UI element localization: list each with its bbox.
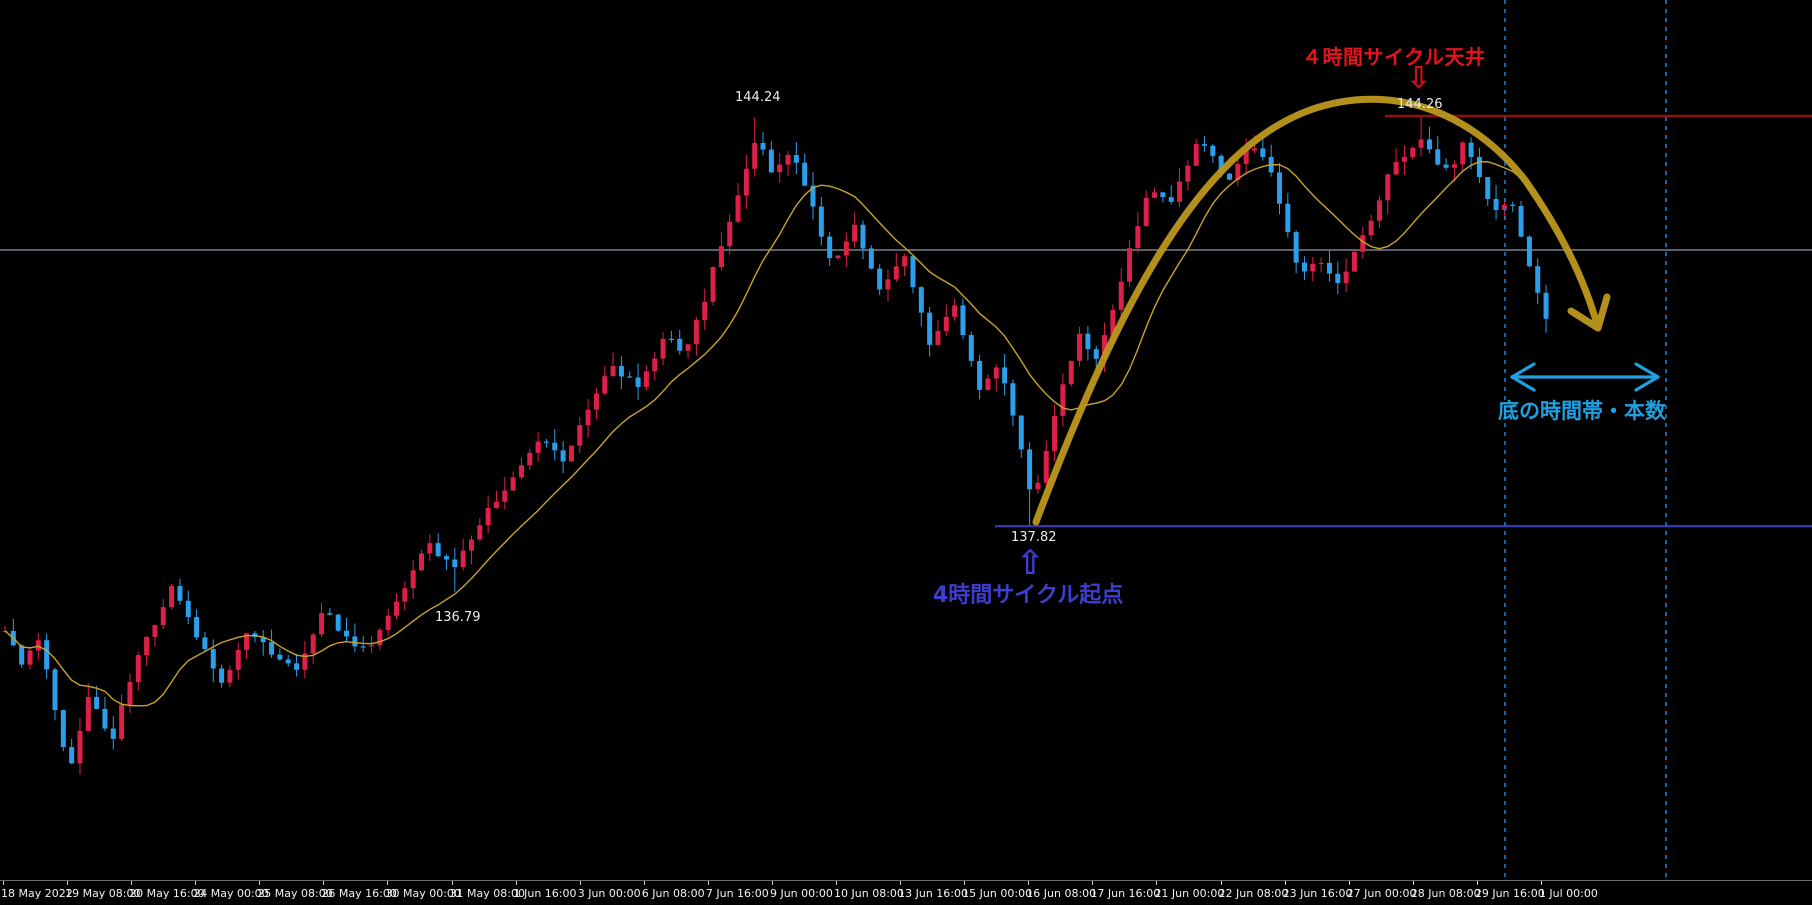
axis-tick: [900, 881, 902, 885]
axis-tick: [1220, 881, 1222, 885]
axis-label: 16 Jun 08:00: [1026, 887, 1097, 900]
up-arrow-icon[interactable]: ⇧: [1016, 543, 1045, 583]
axis-label: 25 May 08:00: [257, 887, 333, 900]
annotation-bottom-window[interactable]: 底の時間帯・本数: [1498, 399, 1666, 423]
axis-tick: [836, 881, 838, 885]
annotation-cycle-start[interactable]: 4時間サイクル起点: [933, 583, 1124, 608]
price-label-peak-2: 144.26: [1397, 97, 1443, 112]
axis-tick: [1540, 881, 1542, 885]
price-label-peak-1: 144.24: [735, 90, 781, 105]
down-arrow-icon[interactable]: ⇩: [1406, 61, 1432, 96]
axis-tick: [964, 881, 966, 885]
axis-tick: [1348, 881, 1350, 885]
price-label-swing-low: 136.79: [435, 610, 481, 625]
axis-label: 6 Jun 08:00: [641, 887, 705, 900]
axis-label: 28 Jun 08:00: [1410, 887, 1481, 900]
axis-label: 1 Jul 00:00: [1538, 887, 1598, 900]
ma-line: [4, 161, 1547, 707]
axis-label: 9 Jun 00:00: [769, 887, 833, 900]
price-label-cycle-low: 137.82: [1011, 530, 1057, 545]
axis-label: 20 May 16:00: [129, 887, 205, 900]
axis-tick: [579, 881, 581, 885]
axis-tick: [515, 881, 517, 885]
axis-label: 29 Jun 16:00: [1474, 887, 1545, 900]
axis-tick: [131, 881, 133, 885]
cycle-arc[interactable]: [1032, 95, 1611, 526]
axis-label: 15 Jun 00:00: [962, 887, 1033, 900]
axis-label: 26 May 16:00: [321, 887, 397, 900]
axis-label: 10 Jun 08:00: [834, 887, 904, 900]
axis-label: 23 Jun 16:00: [1282, 887, 1353, 900]
axis-tick: [323, 881, 325, 885]
axis-label: 30 May 00:00: [385, 887, 461, 900]
axis-label: 24 May 00:00: [193, 887, 269, 900]
time-axis: 18 May 2022 19 May 08:00 20 May 16:00 24 Ma…: [0, 880, 1812, 905]
axis-label: 31 May 08:00: [449, 887, 525, 900]
axis-label: 22 Jun 08:00: [1218, 887, 1289, 900]
axis-tick: [1156, 881, 1158, 885]
axis-tick: [67, 881, 69, 885]
axis-tick: [1412, 881, 1414, 885]
axis-label: 3 Jun 00:00: [577, 887, 641, 900]
bottom-window-double-arrow[interactable]: [1510, 362, 1660, 392]
axis-tick: [1028, 881, 1030, 885]
axis-label: 13 Jun 16:00: [898, 887, 968, 900]
axis-tick: [195, 881, 197, 885]
axis-tick: [451, 881, 453, 885]
axis-label: 19 May 08:00: [65, 887, 141, 900]
axis-tick: [707, 881, 709, 885]
axis-label: 17 Jun 16:00: [1090, 887, 1161, 900]
axis-tick: [259, 881, 261, 885]
axis-tick: [1092, 881, 1094, 885]
axis-label: 1 Jun 16:00: [513, 887, 577, 900]
annotation-cycle-top[interactable]: ４時間サイクル天井: [1302, 45, 1486, 69]
axis-tick: [643, 881, 645, 885]
axis-label: 21 Jun 00:00: [1154, 887, 1225, 900]
axis-label: 27 Jun 00:00: [1346, 887, 1417, 900]
axis-tick: [771, 881, 773, 885]
candles-layer: [2, 116, 1549, 775]
axis-tick: [1476, 881, 1478, 885]
axis-tick: [1284, 881, 1286, 885]
axis-tick: [387, 881, 389, 885]
axis-label: 7 Jun 16:00: [705, 887, 769, 900]
axis-tick: [3, 881, 4, 885]
axis-label: 18 May 2022: [1, 887, 73, 900]
